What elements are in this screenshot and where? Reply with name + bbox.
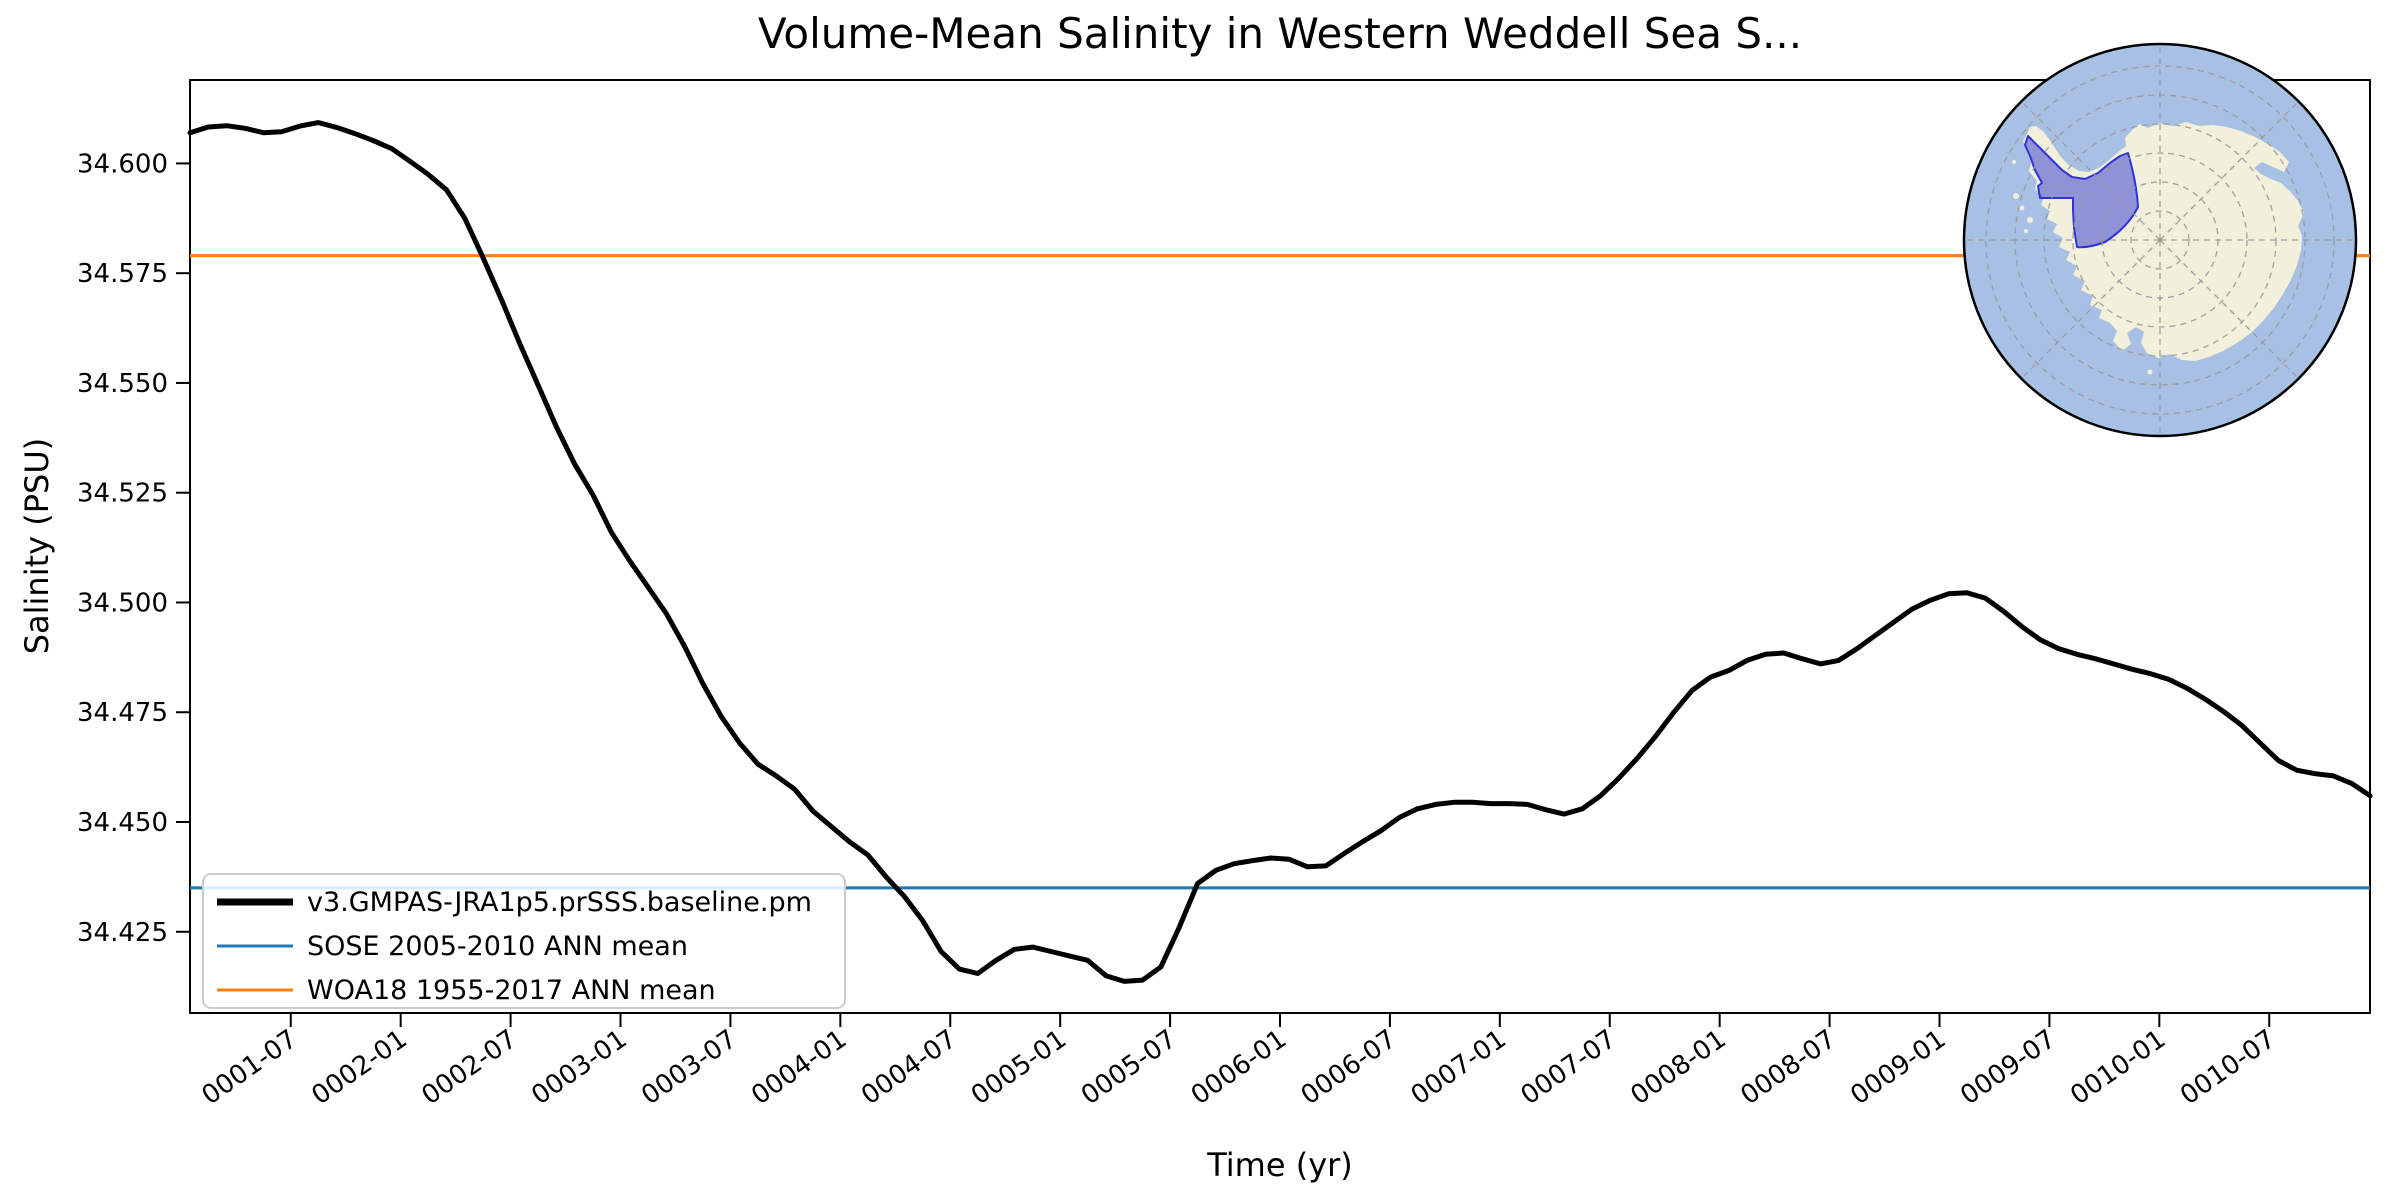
x-tick-label: 0007-07 (1516, 1024, 1622, 1111)
map-islands (2012, 160, 2153, 375)
y-tick-label: 34.450 (77, 808, 168, 838)
x-axis-ticks: 0001-07 0002-01 0002-07 0003-01 0003-07 0004-… (197, 1013, 2281, 1111)
highlighted-region-western-weddell-sea (2024, 135, 2139, 249)
x-axis-label: Time (yr) (1206, 1146, 1353, 1184)
x-tick-label: 0005-01 (966, 1024, 1072, 1111)
x-tick-label: 0009-07 (1955, 1024, 2061, 1111)
y-tick-label: 34.500 (77, 588, 168, 618)
x-tick-label: 0009-01 (1845, 1024, 1951, 1111)
y-tick-label: 34.475 (77, 698, 168, 728)
graticule-circle (1985, 65, 2335, 415)
y-tick-label: 34.425 (77, 918, 168, 948)
x-tick-label: 0003-01 (526, 1024, 632, 1111)
x-tick-label: 0010-01 (2065, 1024, 2171, 1111)
legend-label-woa18: WOA18 1955-2017 ANN mean (307, 975, 716, 1006)
map-graticule (1964, 44, 2356, 436)
legend: v3.GMPAS-JRA1p5.prSSS.baseline.pm SOSE 2… (202, 873, 846, 1009)
map-border-circle (1962, 42, 2358, 438)
x-tick-label: 0004-07 (856, 1024, 962, 1111)
data-series (187, 120, 2373, 984)
x-tick-label: 0007-01 (1406, 1024, 1512, 1111)
x-tick-label: 0008-07 (1735, 1024, 1841, 1111)
x-tick-label: 0002-01 (306, 1024, 412, 1111)
y-axis-ticks: 34.600 34.575 34.550 34.525 34.500 34.475 34.4… (77, 149, 190, 948)
y-tick-label: 34.550 (77, 369, 168, 399)
y-tick-label: 34.600 (77, 149, 168, 179)
y-tick-label: 34.575 (77, 259, 168, 289)
legend-label-sose: SOSE 2005-2010 ANN mean (307, 931, 688, 962)
x-tick-label: 0004-01 (746, 1024, 852, 1111)
x-tick-label: 0006-01 (1186, 1024, 1292, 1111)
chart-title: Volume-Mean Salinity in Western Weddell … (758, 9, 1802, 58)
x-tick-label: 0001-07 (197, 1024, 303, 1111)
legend-label-series: v3.GMPAS-JRA1p5.prSSS.baseline.pm (307, 887, 812, 918)
series-line (187, 120, 2373, 984)
y-axis-label: Salinity (PSU) (18, 438, 56, 655)
x-tick-label: 0003-07 (636, 1024, 742, 1111)
x-tick-label: 0006-07 (1296, 1024, 1402, 1111)
y-tick-label: 34.525 (77, 479, 168, 509)
x-tick-label: 0010-07 (2175, 1024, 2281, 1111)
legend-box (202, 873, 846, 1009)
graticule-circle (2130, 210, 2190, 270)
x-tick-label: 0002-07 (416, 1024, 522, 1111)
x-tick-label: 0005-07 (1076, 1024, 1182, 1111)
inset-map-antarctica (1962, 42, 2358, 438)
x-tick-label: 0008-01 (1625, 1024, 1731, 1111)
graticule-circle (2072, 152, 2248, 328)
